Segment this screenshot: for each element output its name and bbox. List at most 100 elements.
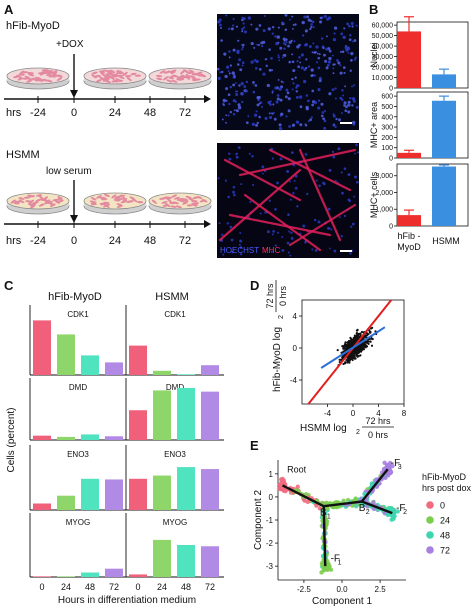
scatter-point [336, 348, 339, 352]
nucleus [261, 165, 265, 169]
nucleus [219, 23, 222, 27]
y-tick-label: 0 [389, 156, 393, 163]
y-tick-label: 100 [381, 145, 393, 152]
scatter-point [339, 358, 342, 361]
nucleus [311, 89, 315, 93]
nucleus [231, 250, 234, 254]
nucleus [252, 82, 255, 85]
nucleus [331, 150, 335, 154]
nucleus [351, 104, 354, 107]
cell [188, 197, 195, 202]
cell [159, 70, 166, 74]
scatter-point [360, 330, 364, 334]
nucleus [232, 185, 236, 189]
nucleus [299, 105, 303, 109]
bar [57, 576, 75, 577]
cell-point [369, 481, 375, 486]
nucleus [250, 23, 253, 26]
bar [153, 370, 171, 375]
bar [153, 390, 171, 440]
nucleus [266, 230, 270, 234]
nucleus [271, 91, 274, 94]
nucleus [288, 230, 291, 233]
x-tick-label: 4 [376, 409, 381, 418]
annotation-b2-subscript: 2 [366, 509, 370, 516]
cell [40, 71, 47, 74]
y-tick-label: 1,000 [375, 207, 393, 214]
scatter-point [341, 356, 344, 359]
panel-e: -2.5 0.0 2.5 1 0 -1 -2 -3 Component 1 Component 2… [253, 458, 472, 607]
cell-point [383, 475, 388, 481]
row2-tick-label: 0 [71, 235, 77, 247]
trajectory-branch [323, 500, 362, 508]
nucleus [343, 101, 347, 105]
nucleus [236, 50, 240, 55]
cell [182, 201, 189, 205]
panel-label-a: A [4, 2, 14, 17]
nucleus [277, 26, 280, 29]
scatter-point [358, 333, 361, 336]
nucleus [238, 243, 241, 246]
y-tick-label: 400 [381, 114, 393, 121]
nucleus [271, 32, 274, 35]
annotation-f3-subscript: 3 [398, 464, 402, 471]
nucleus [278, 87, 282, 91]
nucleus [304, 153, 308, 156]
nucleus [222, 253, 225, 256]
nucleus [301, 20, 305, 25]
scatter-point [353, 355, 356, 358]
nucleus [268, 112, 271, 115]
nucleus [272, 111, 275, 114]
nucleus [310, 23, 313, 26]
nucleus [241, 100, 244, 104]
bar [201, 365, 219, 375]
nucleus [243, 85, 247, 88]
bar [177, 374, 195, 375]
gene-label: MYOG [163, 518, 187, 527]
nucleus [313, 100, 318, 105]
cell [196, 196, 203, 199]
cell-point [305, 499, 310, 505]
nucleus [322, 181, 325, 185]
nucleus [223, 52, 227, 56]
nucleus [258, 67, 262, 71]
nucleus [289, 180, 291, 183]
nucleus [255, 110, 258, 113]
cell-point [395, 509, 400, 514]
nucleus [333, 123, 335, 126]
panel-label-d: D [250, 278, 259, 293]
nucleus [241, 30, 244, 33]
y-tick-label: 0 [269, 493, 274, 502]
scatter-point [348, 342, 351, 345]
nucleus [285, 88, 289, 92]
nucleus [277, 231, 280, 234]
nucleus [247, 115, 250, 118]
scatter-point [349, 336, 352, 339]
cell [122, 71, 128, 77]
nucleus [300, 53, 304, 57]
cell [46, 69, 52, 74]
cell [26, 79, 33, 83]
nucleus [269, 100, 272, 103]
scatter-point [354, 350, 357, 353]
bar [432, 74, 456, 88]
cell [192, 72, 199, 76]
bar [105, 479, 123, 510]
gene-label: CDK1 [67, 310, 89, 319]
nucleus [297, 65, 301, 69]
nucleus [291, 27, 294, 30]
scatter-point [356, 336, 359, 340]
nucleus [293, 179, 296, 182]
cell [56, 77, 63, 81]
nucleus [350, 225, 353, 228]
y-tick-label: 50,000 [372, 33, 394, 40]
nucleus [284, 43, 287, 46]
cell [187, 71, 195, 74]
nucleus [274, 208, 277, 211]
nucleus [268, 199, 271, 202]
cell [111, 79, 118, 83]
annotation-f3: -F [391, 458, 400, 469]
cell [172, 201, 179, 205]
scatter-point [351, 358, 354, 362]
bar [397, 31, 421, 88]
